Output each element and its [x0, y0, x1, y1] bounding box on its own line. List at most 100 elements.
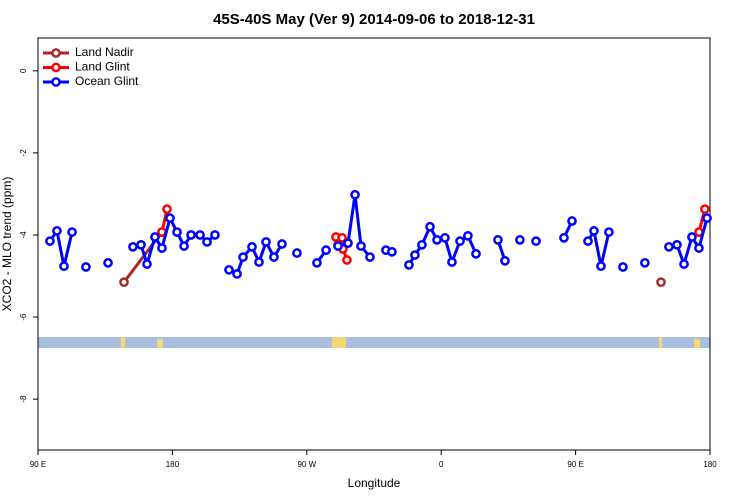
data-point	[67, 227, 77, 237]
series-line	[586, 226, 611, 267]
x-tick-label: 90 E	[30, 460, 46, 469]
data-point	[679, 259, 689, 269]
data-point	[589, 226, 599, 236]
data-point	[202, 237, 212, 247]
surface-band	[38, 337, 710, 348]
data-point	[343, 238, 353, 249]
data-point	[471, 248, 481, 259]
data-point	[404, 260, 414, 270]
data-point	[559, 232, 569, 243]
data-point	[162, 204, 172, 214]
data-point	[247, 242, 257, 252]
data-point	[195, 230, 205, 240]
chart-title: 45S-40S May (Ver 9) 2014-09-06 to 2018-1…	[213, 11, 535, 28]
data-point	[618, 262, 628, 272]
data-point	[596, 261, 606, 272]
data-point	[493, 235, 503, 245]
data-point	[261, 237, 271, 247]
y-tick-label: 0	[19, 68, 28, 73]
data-point	[387, 246, 397, 257]
ocean-band	[38, 337, 710, 348]
data-point	[165, 213, 175, 223]
data-point	[700, 204, 710, 214]
data-point	[531, 236, 541, 246]
data-point	[702, 213, 712, 223]
land-band	[659, 337, 662, 348]
data-point	[179, 241, 189, 251]
data-point	[664, 242, 674, 252]
y-axis-label: XCO2 - MLO trend (ppm)	[0, 177, 14, 312]
data-point	[186, 230, 196, 240]
data-point	[119, 277, 129, 288]
data-point	[567, 216, 577, 226]
series-line	[48, 227, 74, 267]
x-tick-label: 180	[703, 460, 717, 469]
legend-label: Land Glint	[75, 60, 130, 74]
data-point	[238, 252, 248, 262]
legend-label: Land Nadir	[75, 45, 134, 59]
data-point	[656, 277, 666, 288]
data-point	[142, 259, 152, 269]
data-point	[515, 235, 525, 245]
data-point	[321, 245, 331, 256]
land-band	[121, 337, 125, 348]
data-point	[277, 239, 287, 249]
land-band	[157, 339, 163, 348]
data-point	[45, 236, 55, 246]
data-point	[640, 258, 650, 268]
x-tick-label: 180	[166, 460, 180, 469]
data-point	[312, 258, 322, 268]
land-band	[332, 337, 346, 348]
data-point	[356, 241, 366, 251]
data-point	[210, 230, 220, 240]
data-point	[583, 236, 593, 246]
y-tick-label: -4	[19, 231, 28, 239]
data-point	[128, 242, 138, 252]
data-point	[269, 252, 279, 262]
data-point	[136, 239, 146, 250]
data-point	[447, 257, 457, 267]
data-point	[500, 255, 510, 266]
data-point	[694, 243, 704, 253]
data-point	[342, 255, 352, 265]
data-point	[425, 221, 435, 232]
data-point	[337, 232, 347, 243]
y-tick-label: -2	[19, 149, 28, 157]
legend-marker	[51, 62, 61, 73]
data-point	[224, 265, 234, 275]
data-point	[440, 232, 450, 243]
data-point	[172, 227, 182, 237]
land-band	[694, 339, 700, 348]
y-tick-label: -8	[19, 395, 28, 403]
data-point	[52, 226, 62, 236]
data-point	[350, 189, 360, 200]
plot-frame	[37, 37, 711, 451]
data-point	[103, 258, 113, 268]
data-point	[455, 236, 465, 246]
data-point	[254, 257, 264, 267]
data-point	[333, 241, 343, 251]
data-point	[292, 248, 302, 258]
data-point	[604, 227, 614, 237]
data-point	[687, 232, 697, 242]
data-point	[463, 230, 473, 241]
x-tick-label: 90 W	[297, 460, 316, 469]
data-point	[81, 262, 91, 272]
data-point	[365, 252, 375, 262]
data-point	[672, 239, 682, 250]
x-tick-label: 90 E	[567, 460, 583, 469]
legend-marker	[51, 48, 61, 58]
legend-label: Ocean Glint	[75, 74, 139, 88]
y-tick-label: -6	[19, 313, 28, 321]
data-point	[232, 269, 242, 279]
x-axis-label: Longitude	[348, 476, 401, 490]
legend-marker	[51, 77, 61, 87]
data-point	[157, 243, 167, 253]
x-tick-label: 0	[439, 460, 444, 469]
data-point	[59, 261, 69, 272]
data-point	[150, 232, 160, 242]
data-point	[417, 239, 427, 250]
data-point	[432, 235, 442, 245]
data-point	[410, 250, 420, 260]
